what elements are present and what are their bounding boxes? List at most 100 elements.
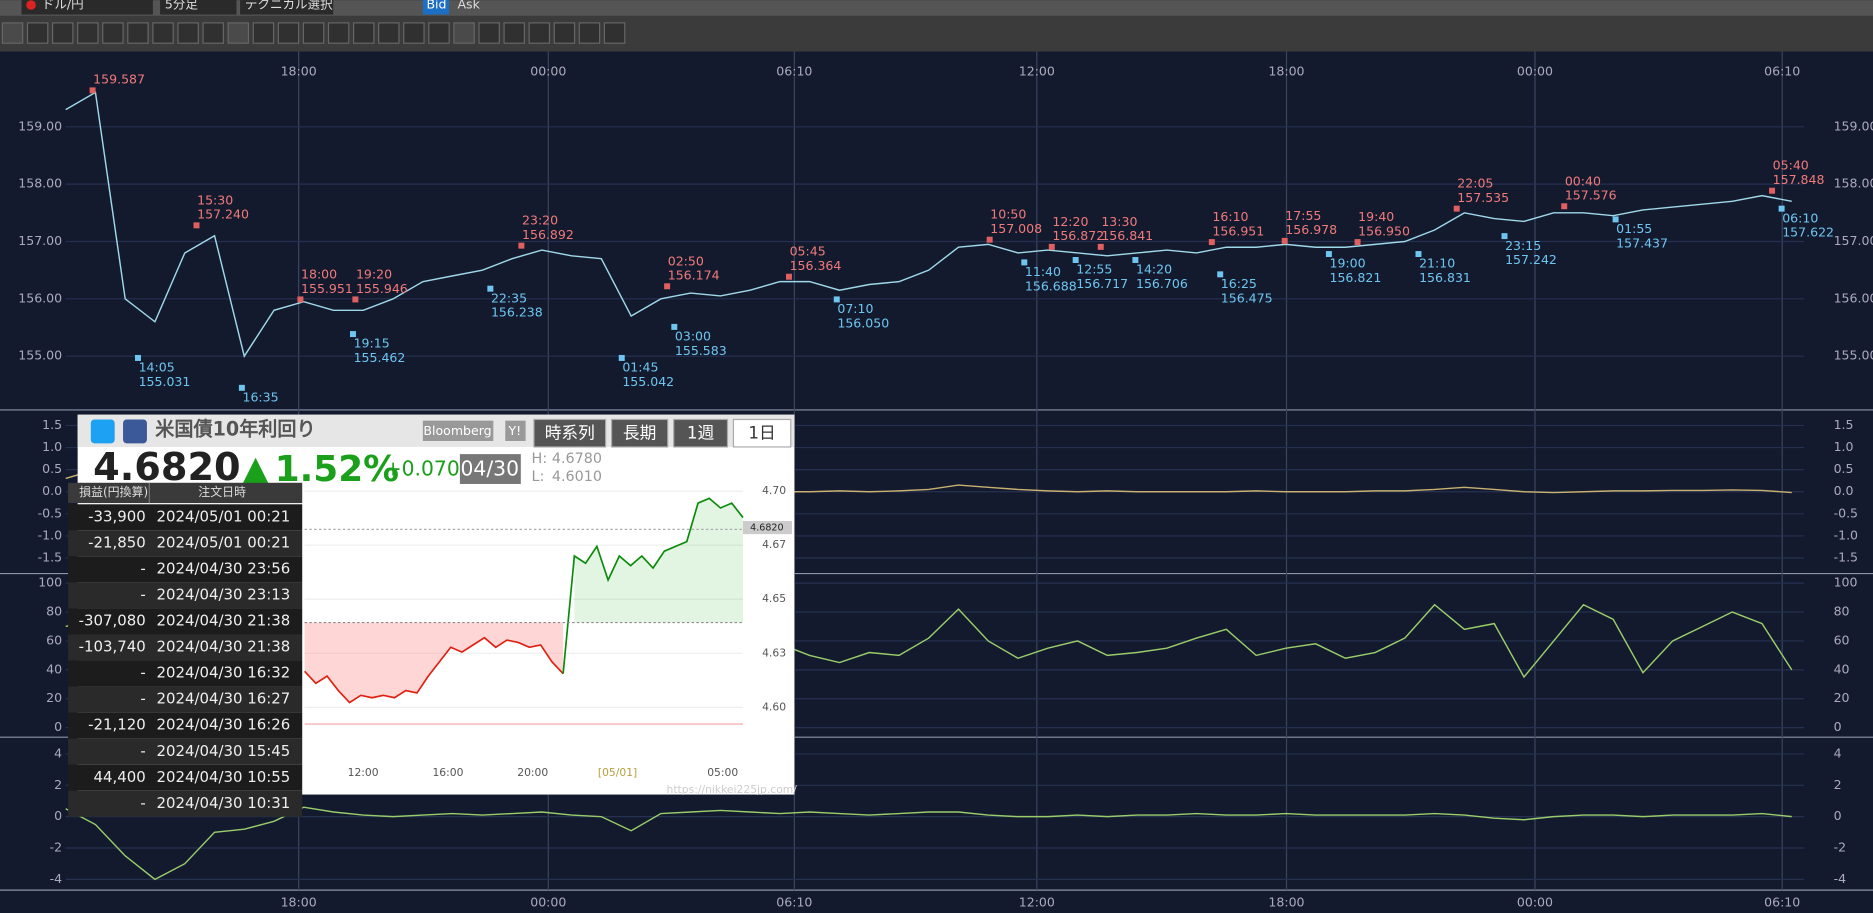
tool-button[interactable] [103, 23, 123, 43]
time-label-bottom: 12:00 [1019, 895, 1055, 910]
low-time: 07:10 [837, 301, 873, 316]
low-label: L: [532, 469, 545, 485]
tool-button[interactable] [554, 23, 574, 43]
high-time: 22:05 [1457, 176, 1493, 191]
yield-x-label: [05/01] [598, 766, 637, 779]
high-marker [1049, 244, 1055, 250]
y-tick-label-right: 4 [1834, 745, 1842, 760]
low-price: 155.031 [139, 374, 191, 389]
time-label-top: 18:00 [281, 63, 317, 78]
low-price: 155.462 [354, 350, 406, 365]
order-pnl: -307,080 [79, 612, 146, 630]
twitter-icon[interactable] [91, 419, 115, 443]
tool-button[interactable] [27, 23, 47, 43]
low-time: 06:10 [1782, 210, 1818, 225]
y-tick-label-left: 20 [46, 690, 62, 705]
tool-button[interactable] [253, 23, 273, 43]
tool-button[interactable] [454, 23, 474, 43]
time-label-bottom: 18:00 [1268, 895, 1304, 910]
tool-button[interactable] [2, 23, 22, 43]
yield-tick-label: 4.63 [762, 646, 786, 659]
y-tick-label-left: 0.5 [42, 461, 62, 476]
high-marker [297, 296, 303, 302]
time-label-top: 00:00 [530, 63, 566, 78]
tool-button[interactable] [128, 23, 148, 43]
tool-button[interactable] [278, 23, 298, 43]
y-tick-label-left: 60 [46, 632, 62, 647]
low-time: 12:55 [1076, 262, 1112, 277]
order-pnl: 44,400 [94, 768, 146, 786]
ask[interactable]: Ask [457, 0, 480, 11]
high-time: 19:20 [356, 266, 392, 281]
low-price: 157.622 [1782, 225, 1834, 240]
header-pnl: 損益(円換算) [79, 484, 148, 499]
current-value: 4.6820 [750, 523, 783, 534]
y-tick-label-right: 1.0 [1834, 439, 1854, 454]
tool-button[interactable] [228, 23, 248, 43]
high-price: 157.008 [990, 221, 1042, 236]
y-tick-label-left: 155.00 [18, 348, 62, 363]
tool-button[interactable] [354, 23, 374, 43]
y-tick-label-right: 40 [1834, 661, 1850, 676]
high-marker [1769, 188, 1775, 194]
low-price: 156.238 [491, 305, 543, 320]
low-price: 156.706 [1136, 276, 1188, 291]
tool-button[interactable] [404, 23, 424, 43]
yahoo: Y! [507, 423, 521, 438]
y-tick-label-left: 159.00 [18, 118, 62, 133]
tool-button[interactable] [379, 23, 399, 43]
tool-button[interactable] [328, 23, 348, 43]
yield-x-label: 16:00 [432, 766, 463, 779]
high-time: 00:40 [1565, 173, 1601, 188]
order-date: 2024/04/30 10:31 [156, 794, 290, 812]
widget-title: 米国債10年利回り [155, 418, 315, 441]
y-tick-label-left: 40 [46, 661, 62, 676]
tool-button[interactable] [579, 23, 599, 43]
low-price: 156.831 [1419, 270, 1471, 285]
tool-button[interactable] [504, 23, 524, 43]
interval: 5分足 [165, 0, 199, 11]
high-price: 156.950 [1358, 223, 1410, 238]
low-price: 157.437 [1616, 235, 1668, 250]
order-table: 損益(円換算)注文日時-33,9002024/05/01 00:21-21,85… [68, 483, 302, 817]
order-date: 2024/05/01 00:21 [156, 533, 290, 551]
time-label-bottom: 00:00 [530, 895, 566, 910]
low-price: 156.821 [1329, 270, 1381, 285]
bid: Bid [426, 0, 446, 11]
drawing-tools [2, 23, 624, 43]
order-pnl: -103,740 [79, 638, 146, 656]
tool-button[interactable] [203, 23, 223, 43]
high-price: 157.576 [1565, 188, 1617, 203]
order-date: 2024/04/30 23:13 [156, 586, 290, 604]
high-price: 155.946 [356, 281, 408, 296]
tool-button[interactable] [153, 23, 173, 43]
tool-button[interactable] [53, 23, 73, 43]
tool-button[interactable] [429, 23, 449, 43]
time-label-top: 06:10 [1764, 63, 1800, 78]
tool-button[interactable] [78, 23, 98, 43]
high-price: 156.174 [668, 268, 720, 283]
order-pnl: - [140, 664, 145, 682]
tab-label: 時系列 [545, 422, 595, 442]
y-tick-label-left: 2 [54, 777, 62, 792]
tool-button[interactable] [178, 23, 198, 43]
high-marker [1282, 238, 1288, 244]
tab-label: 1週 [687, 422, 715, 442]
low-time: 03:00 [675, 329, 711, 344]
low-price: 156.688 [1025, 278, 1077, 293]
tool-button[interactable] [479, 23, 499, 43]
y-tick-label-right: 0 [1834, 808, 1842, 823]
low-time: 14:20 [1136, 262, 1172, 277]
tool-button[interactable] [529, 23, 549, 43]
order-date: 2024/04/30 15:45 [156, 742, 290, 760]
facebook-icon[interactable] [123, 419, 147, 443]
high-marker [786, 274, 792, 280]
high-time: 13:30 [1101, 214, 1137, 229]
y-tick-label-right: -1.0 [1834, 527, 1858, 542]
high-marker [194, 222, 200, 228]
tool-button[interactable] [604, 23, 624, 43]
y-tick-label-right: -1.5 [1834, 550, 1858, 565]
high-marker [352, 296, 358, 302]
time-label-bottom: 06:10 [1764, 895, 1800, 910]
tool-button[interactable] [303, 23, 323, 43]
